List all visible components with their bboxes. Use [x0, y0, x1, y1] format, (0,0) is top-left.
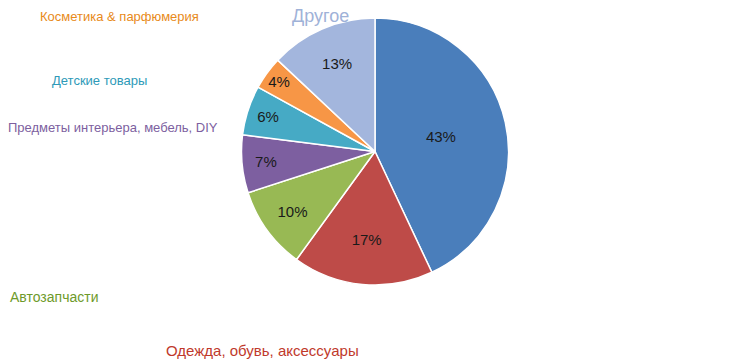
svg-text:Другое: Другое: [292, 6, 349, 26]
svg-text:43%: 43%: [426, 128, 456, 145]
svg-text:Детские товары: Детские товары: [52, 73, 147, 88]
svg-text:10%: 10%: [277, 203, 307, 220]
svg-text:Одежда, обувь, аксессуары: Одежда, обувь, аксессуары: [166, 342, 359, 359]
svg-text:6%: 6%: [257, 108, 279, 125]
svg-text:17%: 17%: [352, 231, 382, 248]
svg-text:4%: 4%: [268, 73, 290, 90]
svg-text:13%: 13%: [322, 55, 352, 72]
svg-text:Автозапчасти: Автозапчасти: [10, 289, 98, 305]
svg-text:Косметика & парфюмерия: Косметика & парфюмерия: [40, 9, 199, 24]
svg-text:Предметы интерьера, мебель, DI: Предметы интерьера, мебель, DIY: [8, 120, 218, 135]
svg-text:7%: 7%: [255, 153, 277, 170]
